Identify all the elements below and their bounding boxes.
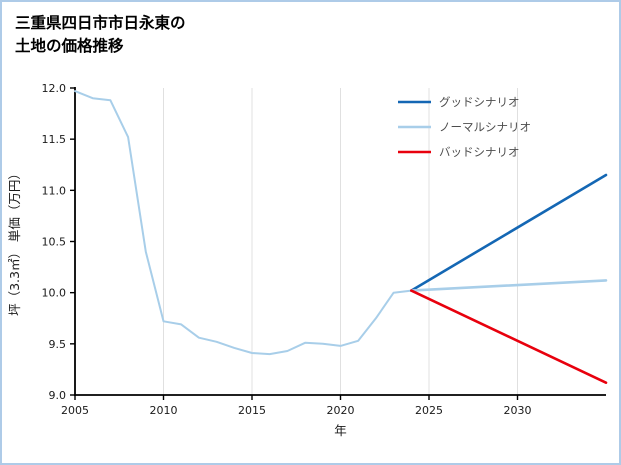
chart-title-line2: 土地の価格推移 — [15, 37, 124, 56]
series-line-normal-scenario — [409, 279, 608, 292]
x-tick-label: 2025 — [415, 404, 443, 417]
y-axis-label: 坪（3.3㎡） 単価（万円） — [7, 167, 22, 316]
x-tick-label: 2005 — [61, 404, 89, 417]
y-tick-label: 12.0 — [42, 82, 67, 95]
series-line-bad-scenario — [409, 289, 608, 385]
x-tick-label: 2015 — [238, 404, 266, 417]
y-tick-label: 10.0 — [42, 287, 67, 300]
y-tick-label: 11.5 — [42, 133, 67, 146]
series-line-good-scenario — [409, 173, 608, 292]
series-line-history — [74, 90, 413, 356]
legend-label-bad-scenario: バッドシナリオ — [439, 145, 520, 159]
x-tick-label: 2020 — [327, 404, 355, 417]
y-tick-label: 9.0 — [49, 389, 67, 402]
legend-label-normal-scenario: ノーマルシナリオ — [439, 120, 531, 134]
chart-title-line1: 三重県四日市市日永東の — [15, 14, 186, 32]
x-tick-label: 2010 — [150, 404, 178, 417]
chart-title: 三重県四日市市日永東の 土地の価格推移 — [15, 12, 186, 59]
y-tick-label: 11.0 — [42, 184, 67, 197]
y-tick-label: 9.5 — [49, 338, 67, 351]
x-axis-label: 年 — [334, 423, 347, 438]
legend-label-good-scenario: グッドシナリオ — [439, 95, 520, 109]
y-tick-label: 10.5 — [42, 236, 67, 249]
x-tick-label: 2030 — [504, 404, 532, 417]
